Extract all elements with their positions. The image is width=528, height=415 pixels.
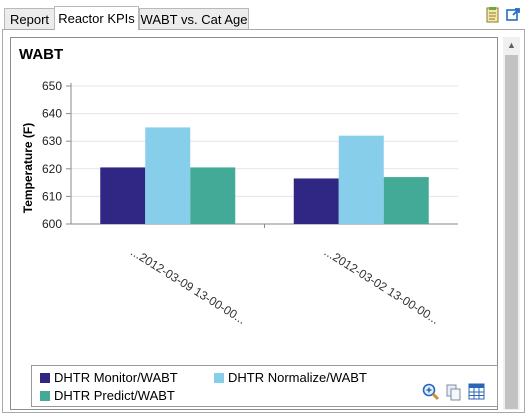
bar-chart: Temperature (F) 600 610 620 630 640 650 ...201…: [21, 79, 458, 327]
y-tick-label: 640: [42, 107, 62, 121]
notes-icon[interactable]: [486, 7, 500, 23]
chart-title: WABT: [19, 46, 64, 63]
bar: [100, 167, 146, 224]
chart-card: WABT Temperature (F) 600 610 620 630 640 650.…: [10, 37, 498, 410]
legend-swatch-normalize: [214, 373, 224, 383]
x-tick-label: ...2012-03-02 13-00-00...: [322, 245, 442, 327]
popout-icon[interactable]: [506, 7, 521, 22]
legend-label-normalize: DHTR Normalize/WABT: [228, 370, 367, 385]
y-tick-label: 620: [42, 162, 62, 176]
zoom-in-icon[interactable]: [422, 383, 440, 401]
y-tick-label: 650: [42, 79, 62, 93]
legend-label-predict: DHTR Predict/WABT: [54, 388, 175, 403]
legend-label-monitor: DHTR Monitor/WABT: [54, 370, 178, 385]
tab-reactor-kpis[interactable]: Reactor KPIs: [54, 6, 139, 30]
bar: [190, 167, 236, 224]
legend-swatch-predict: [40, 391, 50, 401]
y-tick-label: 630: [42, 134, 62, 148]
y-tick-label: 600: [42, 217, 62, 231]
tab-report[interactable]: Report: [4, 8, 55, 29]
vertical-scrollbar[interactable]: ▲: [503, 37, 520, 410]
bar: [293, 178, 339, 224]
bar: [383, 177, 429, 224]
y-tick-label: 610: [42, 189, 62, 203]
legend-swatch-monitor: [40, 373, 50, 383]
bar: [145, 127, 191, 224]
x-tick-label: ...2012-03-09 13-00-00...: [128, 245, 248, 327]
scroll-up-arrow[interactable]: ▲: [507, 40, 516, 50]
chart-legend: DHTR Monitor/WABT DHTR Normalize/WABT DH…: [31, 365, 498, 407]
bar: [338, 135, 384, 224]
y-axis-label: Temperature (F): [21, 123, 35, 213]
table-view-icon[interactable]: [468, 383, 485, 400]
tab-wabt-vs-cat-age[interactable]: WABT vs. Cat Age: [139, 8, 249, 29]
scrollbar-thumb[interactable]: [505, 55, 518, 409]
copy-icon[interactable]: [446, 384, 462, 401]
